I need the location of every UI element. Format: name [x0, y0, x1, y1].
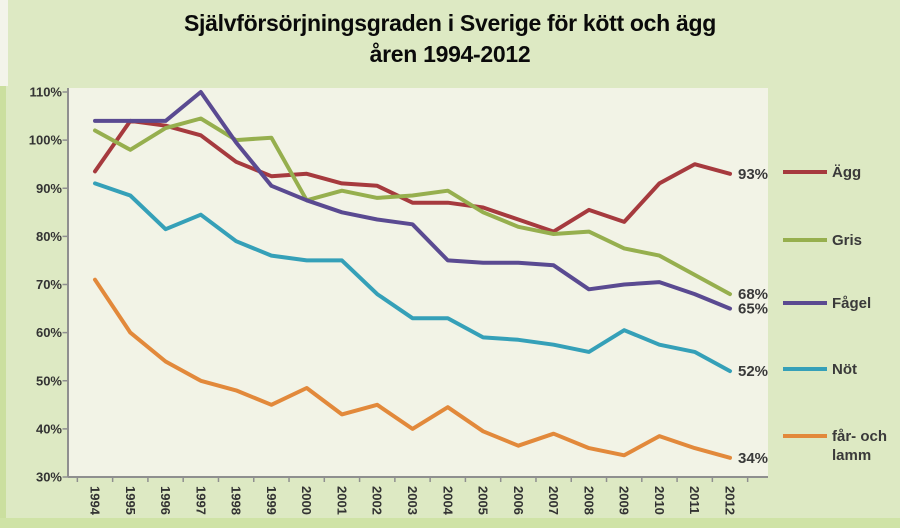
chart-title-line1: Självförsörjningsgraden i Sverige för kö… — [184, 10, 716, 36]
end-value-label-Nöt: 52% — [738, 363, 768, 380]
x-axis-label: 1999 — [264, 486, 279, 515]
y-axis-label: 100% — [29, 133, 63, 148]
x-axis-label: 2005 — [476, 486, 491, 515]
end-value-label-Fågel: 65% — [738, 301, 768, 318]
y-axis-label: 60% — [36, 325, 62, 340]
legend-label-Gris: Gris — [832, 232, 862, 249]
x-axis-label: 2010 — [652, 486, 667, 515]
y-axis-label: 80% — [36, 229, 62, 244]
y-axis-label: 40% — [36, 421, 62, 436]
x-axis-label: 2001 — [334, 486, 349, 515]
x-axis-label: 2007 — [546, 486, 561, 515]
end-value-label-Gris: 68% — [738, 286, 768, 303]
x-axis-label: 2002 — [370, 486, 385, 515]
x-axis-label: 2006 — [511, 486, 526, 515]
x-axis-label: 1995 — [123, 486, 138, 515]
y-axis-label: 70% — [36, 277, 62, 292]
y-axis-label: 50% — [36, 373, 62, 388]
legend-label-Nöt: Nöt — [832, 361, 857, 378]
legend-label-får- och lamm: får- och — [832, 428, 887, 445]
x-axis-label: 1994 — [88, 486, 103, 516]
end-value-label-får- och lamm: 34% — [738, 450, 768, 467]
series-line-Fågel — [93, 90, 732, 311]
left-edge-strip — [0, 86, 6, 518]
legend-label-får- och lamm: lamm — [832, 447, 871, 464]
x-axis-label: 1996 — [158, 486, 173, 515]
x-axis-label: 2008 — [581, 486, 596, 515]
y-axis-label: 30% — [36, 470, 62, 485]
chart-title: Självförsörjningsgraden i Sverige för kö… — [0, 8, 900, 70]
x-axis-label: 2000 — [299, 486, 314, 515]
y-axis-label: 90% — [36, 181, 62, 196]
x-axis-label: 2011 — [687, 486, 702, 514]
end-value-label-Ägg: 93% — [738, 166, 768, 183]
series-line-Gris — [93, 116, 732, 297]
x-axis-label: 2009 — [617, 486, 632, 515]
x-axis-label: 1998 — [229, 486, 244, 515]
x-axis-label: 2012 — [723, 486, 738, 515]
x-axis-label: 2003 — [405, 486, 420, 515]
y-axis-label: 110% — [29, 85, 62, 100]
chart-title-line2: åren 1994-2012 — [369, 41, 531, 67]
corner-sliver — [0, 0, 8, 86]
bottom-edge-strip — [0, 518, 900, 528]
x-axis-label: 2004 — [440, 486, 455, 516]
series-line-får- och lamm — [93, 277, 732, 460]
x-axis-label: 1997 — [193, 486, 208, 515]
legend-label-Fågel: Fågel — [832, 295, 871, 312]
series-line-Ägg — [93, 118, 732, 234]
series-line-Nöt — [93, 181, 732, 374]
legend-label-Ägg: Ägg — [832, 164, 861, 181]
